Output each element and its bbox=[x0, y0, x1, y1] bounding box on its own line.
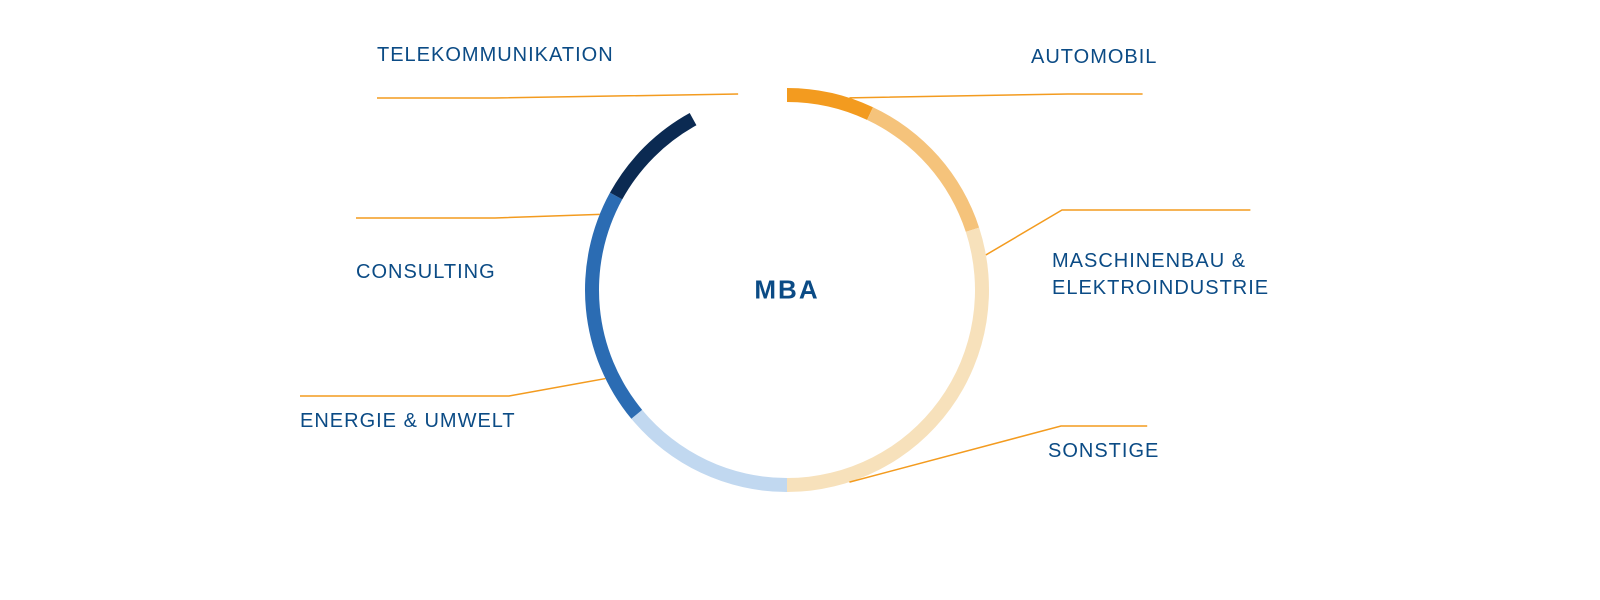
segment-telekom bbox=[610, 113, 696, 199]
label-consulting: CONSULTING bbox=[356, 259, 496, 286]
segment-automobil bbox=[787, 88, 873, 120]
donut-chart-container: MBA AUTOMOBIL MASCHINENBAU & ELEKTROINDUS… bbox=[0, 0, 1600, 600]
label-telekom: TELEKOMMUNIKATION bbox=[377, 42, 614, 69]
segment-energie bbox=[631, 410, 787, 492]
segment-sonstige bbox=[787, 228, 989, 492]
leader-consulting bbox=[356, 214, 600, 218]
label-maschinenbau: MASCHINENBAU & ELEKTROINDUSTRIE bbox=[1052, 248, 1269, 302]
leader-automobil bbox=[849, 94, 1142, 98]
leader-telekom bbox=[377, 94, 738, 98]
label-energie: ENERGIE & UMWELT bbox=[300, 408, 516, 435]
donut-center-label: MBA bbox=[754, 275, 819, 306]
segment-consulting bbox=[585, 193, 642, 419]
segment-maschinenbau bbox=[867, 107, 979, 232]
leader-energie bbox=[300, 379, 605, 396]
label-sonstige: SONSTIGE bbox=[1048, 438, 1159, 465]
label-automobil: AUTOMOBIL bbox=[1031, 44, 1157, 71]
